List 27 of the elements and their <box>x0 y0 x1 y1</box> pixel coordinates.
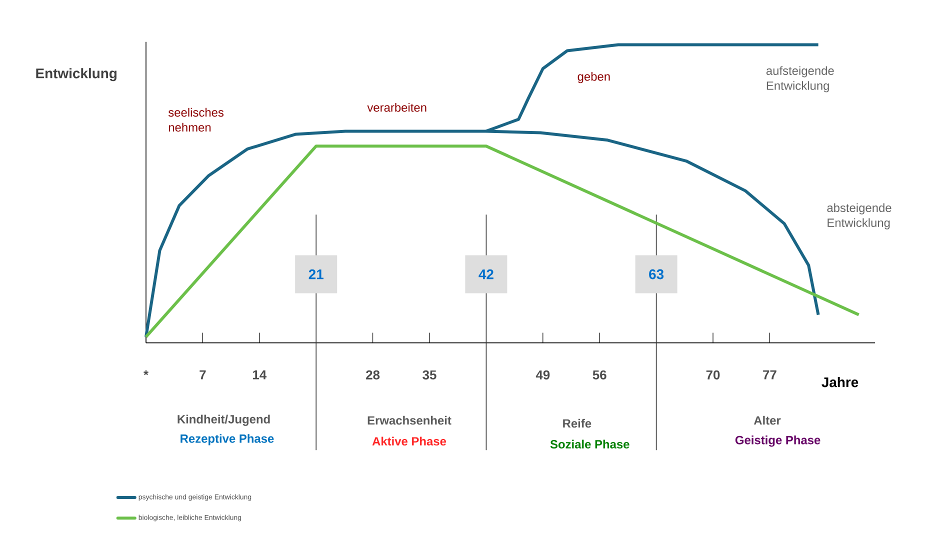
ref-line-label: 63 <box>649 269 664 280</box>
x-tick-label: 14 <box>253 370 267 380</box>
annotation: aufsteigende Entwicklung <box>766 66 834 92</box>
annotation: verarbeiten <box>367 102 426 112</box>
text: Aktive Phase <box>372 436 446 446</box>
x-tick-label: * <box>144 370 149 376</box>
x-tick-label: 56 <box>592 370 606 380</box>
x-tick-label: 70 <box>706 370 720 380</box>
ref-line-label: 42 <box>478 269 494 280</box>
annotation: geben <box>578 72 610 84</box>
text: Geistige Phase <box>735 436 820 447</box>
text: Soziale Phase <box>550 440 630 448</box>
x-axis-title: Jahre <box>822 376 858 388</box>
x-tick-label: 49 <box>536 370 550 380</box>
text: Erwachsenheit <box>368 416 452 425</box>
x-tick-label: 7 <box>200 370 206 380</box>
text: Rezeptive Phase <box>180 434 274 446</box>
y-axis-title: Entwicklung <box>36 68 116 82</box>
x-tick-label: 77 <box>763 370 776 380</box>
text: Reife <box>563 418 592 428</box>
x-tick-label: 35 <box>422 370 436 380</box>
x-tick-label: 28 <box>366 370 380 380</box>
ref-line-label: 21 <box>308 269 324 280</box>
text: Alter <box>754 416 781 425</box>
text: Kindheit/Jugend <box>178 414 270 426</box>
annotation: absteigende Entwicklung <box>827 203 892 230</box>
annotation: seelisches nehmen <box>168 108 224 132</box>
